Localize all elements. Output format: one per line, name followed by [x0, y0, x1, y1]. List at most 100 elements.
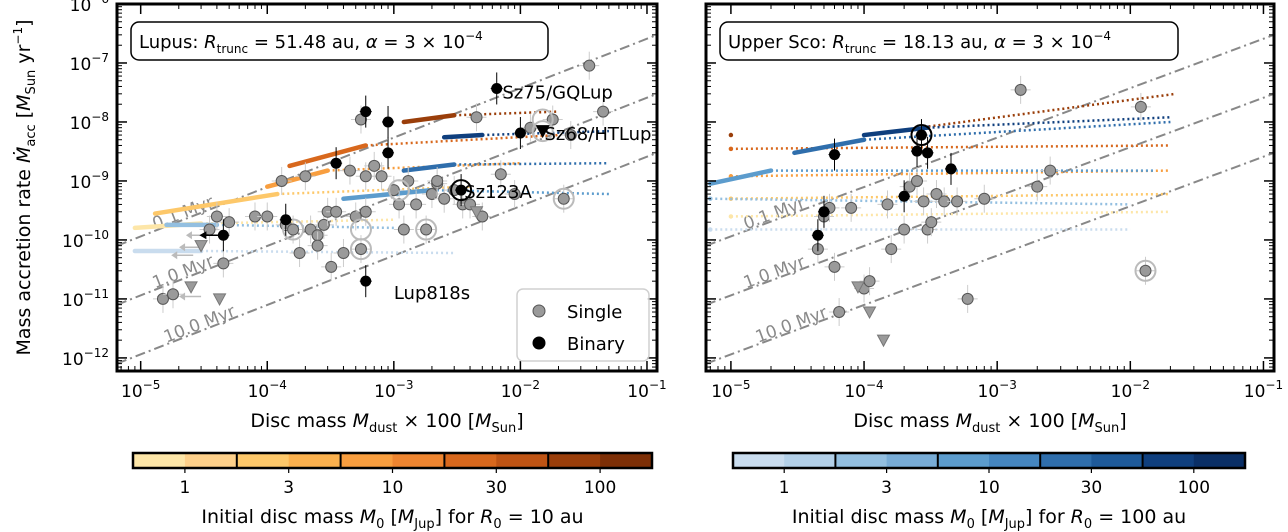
single-point [845, 201, 858, 214]
isochrone-label: 1.0 Myr [741, 252, 808, 293]
colorbar-tick-label: 3 [881, 478, 892, 498]
isochrone-label: 10.0 Myr [753, 303, 830, 348]
single-point [911, 174, 924, 187]
upper-limit-arrowhead [179, 243, 186, 252]
colorbar-segment [340, 453, 393, 468]
legend-label: Binary [567, 334, 625, 355]
annotation-label: Sz68/HTLup [544, 124, 651, 145]
x-axis-label: Disc mass Mdust × 100 [MSun] [853, 410, 1126, 436]
colorbar-segment [1091, 453, 1144, 468]
single-point [1014, 83, 1027, 96]
single-point [564, 129, 577, 142]
x-tick-label: 10−2 [501, 378, 540, 402]
single-point [1134, 100, 1147, 113]
single-point [317, 218, 330, 231]
colorbar-segment [989, 453, 1041, 468]
colorbar-tick-label: 100 [1178, 478, 1210, 498]
axes-frame [115, 2, 659, 373]
binary-ring [450, 179, 473, 202]
single-point [368, 159, 381, 172]
single-point [261, 210, 274, 223]
binary-point [911, 145, 923, 157]
single-ring [388, 179, 411, 202]
legend-marker [532, 336, 546, 350]
binary-point [945, 163, 957, 175]
colorbar-tick-label: 10 [978, 478, 1000, 498]
single-point [917, 195, 930, 208]
colorbar-segment [236, 453, 290, 468]
x-tick-label: 10−1 [1244, 378, 1283, 402]
colorbar-segment [548, 453, 601, 468]
single-point [311, 239, 324, 252]
binary-point [382, 116, 394, 128]
x-tick-label: 10−4 [844, 378, 883, 402]
isochrone-line [706, 33, 1274, 247]
single-point [354, 243, 367, 256]
single-point [833, 306, 846, 319]
binary-point [812, 229, 824, 241]
colorbars: 1 3 10 30 100 Initial disc mass M0 [MJup] for… [131, 451, 1247, 532]
single-point [494, 168, 507, 181]
binary-upper-arrowhead [199, 231, 207, 240]
isochrone-line [117, 33, 657, 247]
track-dotted [730, 210, 1171, 218]
title-text: Lupus: Rtrunc = 51.48 au, α = 3 × 10−4 [139, 29, 483, 56]
track-dotted [454, 161, 609, 166]
single-point [431, 174, 444, 187]
single-point [299, 170, 312, 183]
upper-limit-arrowhead [185, 231, 192, 240]
y-tick-label: 10−12 [62, 346, 109, 370]
colorbar-segment [1142, 453, 1195, 468]
colorbar-segment [133, 453, 186, 468]
colorbar-segment [733, 453, 785, 468]
y-tick-label: 10−8 [70, 110, 109, 134]
isochrone-line [117, 151, 657, 365]
legend-box [516, 288, 650, 362]
single-point [438, 192, 451, 205]
colorbar-segment [1193, 453, 1246, 468]
track-solid [861, 125, 930, 138]
single-point [293, 247, 306, 260]
single-ring [1134, 259, 1157, 282]
single-point [470, 111, 483, 124]
track-solid [441, 132, 485, 140]
isochrone-label: 1.0 Myr [150, 251, 217, 293]
isochrone-line [117, 92, 657, 306]
single-upper-limit [212, 293, 227, 306]
single-point [898, 223, 911, 236]
single-point [951, 195, 964, 208]
binary-ring [910, 124, 933, 147]
binary-upper-limit [535, 125, 550, 139]
colorbar-segment [392, 453, 445, 468]
single-ring [282, 218, 305, 241]
binary-point [898, 190, 910, 202]
single-point [930, 188, 943, 201]
binary-point [491, 82, 503, 94]
y-axis-label: Mass accretion rate Ṁacc [MSun yr−1] [11, 19, 39, 355]
track-dotted [454, 110, 559, 117]
single-point [359, 170, 372, 183]
binary-point [514, 127, 526, 139]
single-ring [349, 238, 372, 261]
single-point [287, 223, 300, 236]
colorbar-segment [1040, 453, 1092, 468]
y-tick-label: 10−10 [62, 228, 109, 252]
colorbar-tick-label: 30 [485, 478, 507, 498]
x-tick-label: 10−2 [1111, 378, 1150, 402]
colorbar-caption: Initial disc mass M0 [MJup] for R0 = 100… [792, 506, 1186, 532]
colorbar-segment [600, 453, 653, 468]
single-point [508, 188, 521, 201]
track-dotted [730, 144, 1171, 151]
single-point [343, 164, 356, 177]
colorbar-tick-label: 30 [1081, 478, 1103, 498]
colorbar-segment [496, 453, 549, 468]
annotation-label: Sz75/GQLup [502, 82, 613, 103]
single-point [359, 205, 372, 218]
colorbar-tick-label: 10 [382, 478, 404, 498]
isochrone-line [706, 151, 1274, 365]
binary-point [922, 147, 934, 159]
track-dotted [482, 129, 609, 137]
colorbar-tick-label: 1 [179, 478, 190, 498]
